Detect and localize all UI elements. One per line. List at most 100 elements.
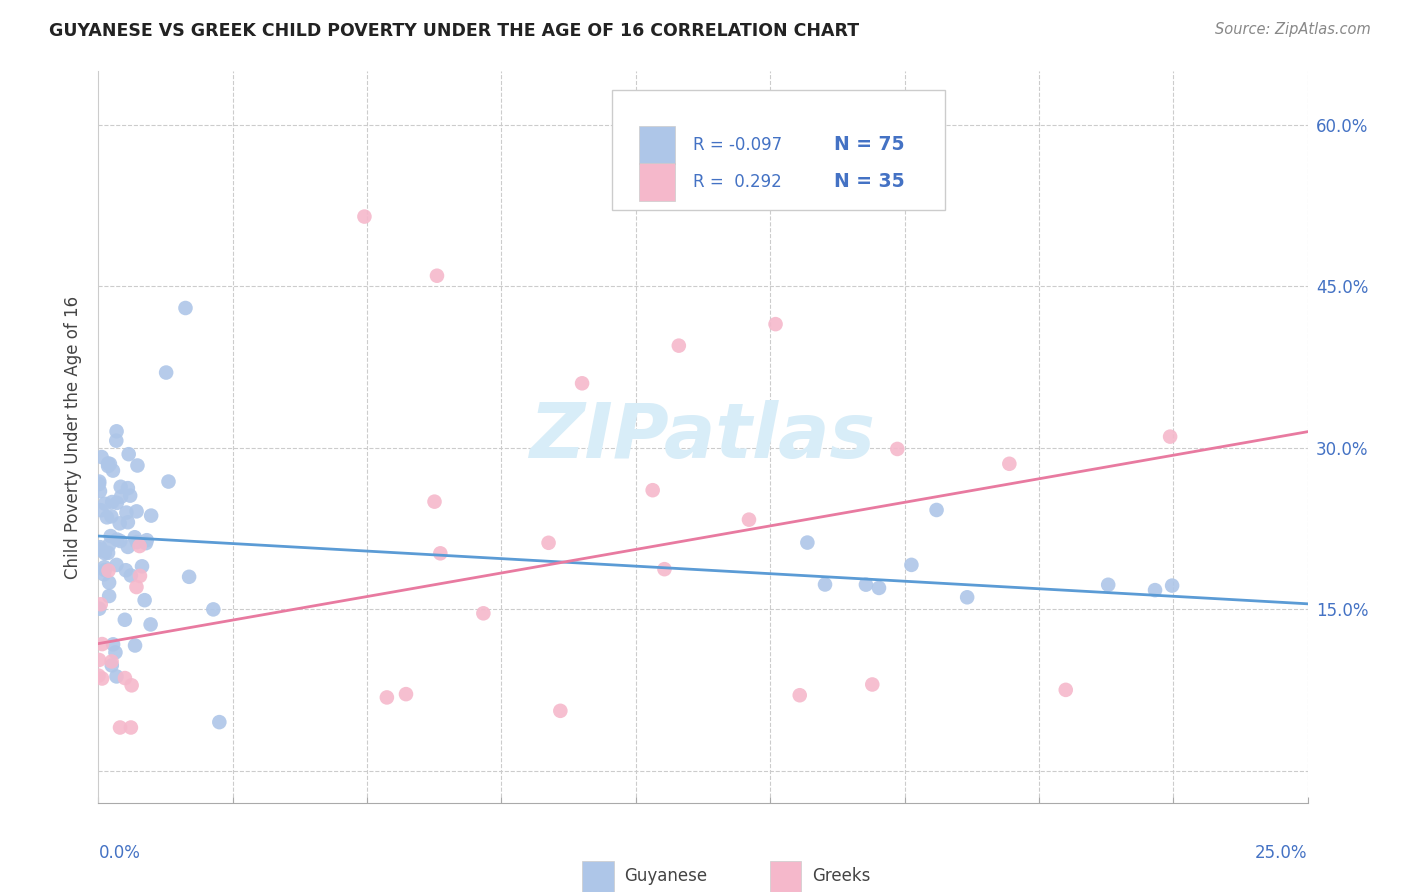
Point (124, 530, 146, 544)
Point (135, 533, 157, 548)
Text: 0.0%: 0.0% (98, 844, 141, 862)
Point (537, 536, 560, 550)
Point (131, 559, 153, 574)
Point (98, 457, 121, 471)
Point (395, 687, 418, 701)
Point (100, 509, 122, 524)
Point (90, 503, 112, 517)
Point (125, 535, 148, 549)
Y-axis label: Child Poverty Under the Age of 16: Child Poverty Under the Age of 16 (65, 295, 83, 579)
Point (129, 569, 152, 583)
Point (900, 558, 922, 572)
Point (101, 464, 124, 478)
Point (97, 457, 120, 471)
Point (87, 477, 110, 491)
Point (120, 568, 142, 582)
Point (789, 688, 811, 702)
Text: N = 35: N = 35 (834, 172, 904, 191)
Text: Source: ZipAtlas.com: Source: ZipAtlas.com (1215, 22, 1371, 37)
Point (208, 715, 231, 730)
Point (429, 546, 451, 560)
Point (118, 447, 141, 461)
Point (98, 589, 121, 603)
Point (1144, 583, 1167, 598)
Point (134, 593, 156, 607)
Point (90, 597, 112, 611)
Point (108, 516, 131, 531)
Point (796, 535, 818, 549)
Point (91, 637, 114, 651)
Point (139, 617, 162, 632)
Point (105, 434, 128, 448)
Point (125, 580, 148, 594)
Text: GUYANESE VS GREEK CHILD POVERTY UNDER THE AGE OF 16 CORRELATION CHART: GUYANESE VS GREEK CHILD POVERTY UNDER TH… (49, 22, 859, 40)
Point (101, 495, 124, 509)
Text: Greeks: Greeks (811, 867, 870, 885)
FancyBboxPatch shape (582, 862, 613, 892)
Point (98, 575, 121, 590)
Point (998, 457, 1021, 471)
Point (179, 570, 201, 584)
Text: 25.0%: 25.0% (1256, 844, 1308, 862)
Point (94, 546, 117, 560)
Point (141, 508, 163, 523)
Point (114, 563, 136, 577)
Point (90, 450, 112, 464)
Point (124, 639, 146, 653)
Point (423, 494, 446, 508)
Point (93, 567, 115, 582)
Point (100, 658, 122, 673)
Point (89, 484, 111, 499)
Point (91, 672, 114, 686)
Point (94, 563, 117, 577)
Point (426, 268, 449, 283)
Point (87, 542, 110, 557)
Point (89, 475, 111, 489)
Point (472, 607, 495, 621)
Point (174, 301, 197, 315)
Point (117, 481, 139, 495)
Point (765, 317, 787, 331)
Point (155, 366, 177, 380)
Point (157, 475, 180, 489)
Point (101, 637, 124, 651)
Point (105, 425, 128, 439)
Point (91, 543, 114, 558)
Point (868, 581, 890, 595)
Point (956, 591, 979, 605)
Point (886, 442, 908, 456)
Text: N = 75: N = 75 (834, 136, 904, 154)
Point (375, 690, 398, 705)
FancyBboxPatch shape (638, 126, 675, 164)
Point (121, 678, 143, 692)
Point (1097, 578, 1119, 592)
Point (108, 721, 131, 735)
Point (110, 490, 132, 504)
Point (571, 376, 593, 391)
Point (668, 338, 690, 352)
Point (97, 564, 120, 578)
Point (96, 510, 118, 524)
Point (925, 503, 948, 517)
Point (105, 669, 128, 683)
Point (94, 497, 117, 511)
Point (105, 533, 128, 547)
Point (1159, 429, 1181, 443)
Point (105, 496, 128, 510)
FancyBboxPatch shape (769, 862, 801, 892)
Point (654, 562, 676, 576)
Point (1054, 682, 1077, 697)
Point (550, 704, 572, 718)
Point (110, 533, 132, 548)
Point (117, 515, 139, 529)
Point (93, 560, 115, 574)
Point (89, 601, 111, 615)
Point (105, 558, 128, 572)
Point (97, 458, 120, 473)
Text: Guyanese: Guyanese (624, 867, 707, 885)
Point (114, 613, 136, 627)
Point (110, 480, 132, 494)
Point (97, 546, 120, 560)
Point (98, 538, 121, 552)
Text: R =  0.292: R = 0.292 (693, 173, 782, 191)
